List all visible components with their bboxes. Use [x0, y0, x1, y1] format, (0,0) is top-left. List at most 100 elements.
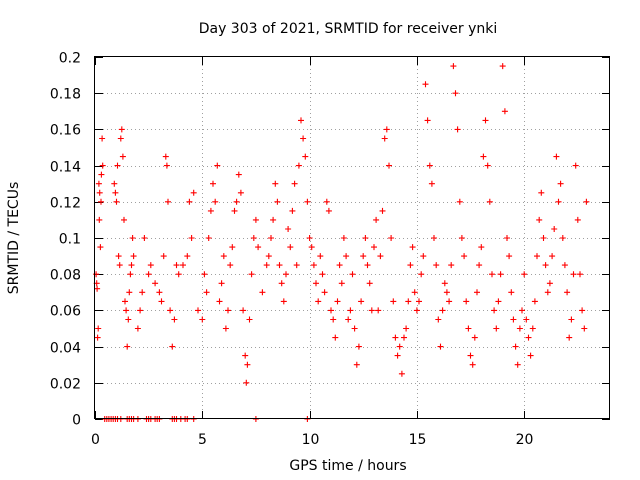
data-point [577, 271, 583, 278]
y-tick-label: 0.16 [50, 123, 81, 139]
data-point [428, 180, 435, 187]
data-point [99, 135, 106, 142]
data-point [235, 171, 242, 178]
data-point [98, 198, 104, 205]
data-point [323, 198, 330, 205]
data-point [165, 198, 171, 205]
data-point [546, 280, 553, 287]
data-point [336, 262, 343, 269]
data-point [225, 307, 231, 314]
data-point [413, 307, 420, 314]
data-point [340, 235, 347, 241]
data-point [411, 289, 418, 296]
data-point [407, 262, 414, 269]
data-point [240, 307, 247, 314]
data-point [233, 198, 240, 205]
data-point [222, 325, 229, 332]
data-point [349, 271, 356, 278]
data-point [274, 198, 281, 205]
data-point [201, 271, 208, 278]
data-point [319, 271, 326, 278]
data-point [394, 352, 401, 359]
data-point [362, 235, 369, 241]
data-point [514, 361, 521, 368]
data-point [504, 235, 510, 241]
data-point [345, 316, 352, 323]
data-point [139, 289, 146, 296]
plot-frame [94, 56, 610, 419]
data-point [186, 198, 193, 205]
data-point [542, 262, 549, 269]
data-point [583, 198, 590, 205]
data-point [386, 162, 392, 169]
data-point [118, 126, 125, 133]
data-point [237, 189, 244, 196]
data-point [95, 325, 102, 332]
data-point [566, 334, 573, 341]
data-point [163, 162, 170, 169]
data-point [156, 289, 163, 296]
data-point [512, 343, 519, 350]
data-point [458, 235, 465, 241]
data-point [203, 289, 210, 296]
data-point [564, 289, 571, 296]
data-point [278, 280, 285, 287]
data-point [551, 226, 558, 232]
data-point [306, 235, 313, 241]
data-point [295, 162, 302, 169]
y-tick-label: 0.2 [59, 51, 81, 67]
data-point [268, 235, 274, 241]
data-point [510, 316, 517, 323]
data-point [422, 81, 429, 88]
y-tick-label: 0.04 [50, 341, 81, 357]
data-point [521, 271, 528, 278]
data-point [450, 63, 457, 70]
data-point [265, 253, 272, 260]
data-point [160, 253, 167, 260]
data-point [570, 271, 577, 278]
data-point [125, 316, 132, 323]
data-point [484, 162, 491, 169]
data-point [308, 244, 315, 251]
data-point [454, 126, 461, 133]
data-point [418, 271, 425, 278]
x-tick-label: 20 [516, 432, 534, 448]
data-point [476, 262, 483, 269]
data-point [536, 216, 543, 223]
data-point [242, 352, 249, 359]
data-point [355, 343, 362, 350]
data-point [446, 298, 453, 305]
data-point [377, 253, 384, 260]
data-point [231, 207, 238, 214]
data-point [304, 198, 311, 205]
data-point [184, 253, 191, 260]
data-point [276, 262, 283, 269]
data-point [366, 280, 373, 287]
y-axis-ticks: 0 0.02 0.04 0.06 0.08 0.1 0.12 0.14 0.16 0.18 0.2 [50, 51, 610, 429]
data-point [116, 262, 123, 269]
data-point [471, 334, 478, 341]
data-point [147, 262, 154, 269]
data-point [379, 207, 386, 214]
data-point [581, 325, 588, 332]
data-point [298, 117, 304, 124]
data-point [334, 298, 341, 305]
data-point [96, 189, 103, 196]
data-point [171, 316, 178, 323]
grid-lines [95, 57, 610, 419]
data-points [93, 63, 590, 422]
data-point [162, 153, 169, 160]
data-point [119, 153, 126, 160]
data-point [478, 244, 485, 251]
data-point [579, 307, 586, 314]
data-point [482, 117, 489, 124]
data-point [452, 90, 459, 97]
data-point [360, 253, 367, 260]
data-point [461, 253, 468, 260]
data-point [390, 298, 397, 305]
y-tick-label: 0.18 [50, 87, 81, 103]
data-point [396, 343, 403, 350]
data-point [169, 343, 176, 350]
data-point [519, 307, 525, 314]
